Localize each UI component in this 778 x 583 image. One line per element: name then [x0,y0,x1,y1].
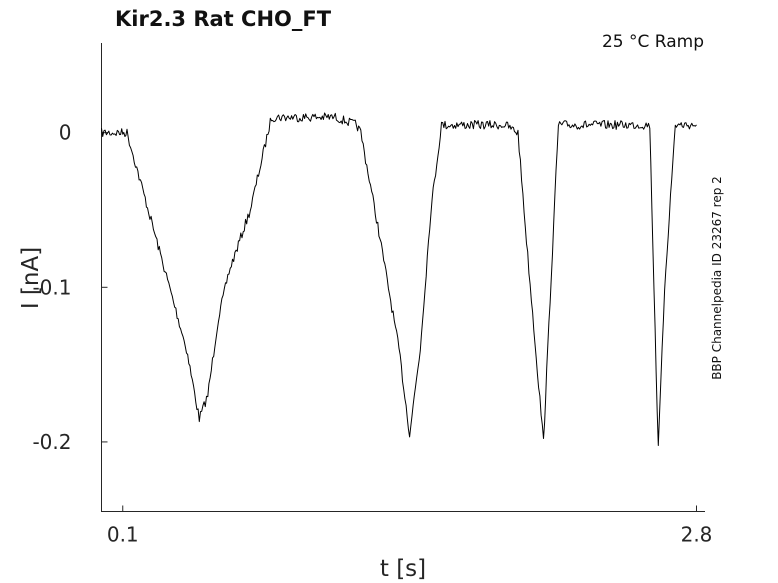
x-tick-label: 0.1 [107,523,139,547]
y-tick-label: -0.2 [32,430,71,454]
plot-area: 0 -0.1 -0.2 0.1 2.8 [32,43,712,547]
condition-label: 25 °C Ramp [602,32,704,52]
current-trace [101,112,697,446]
x-axis-label: t [s] [380,556,426,582]
side-label: BBP Channelpedia ID 23267 rep 2 [710,176,724,380]
y-tick-label: -0.1 [32,275,71,299]
y-tick-label: 0 [59,121,72,145]
x-ticks: 0.1 2.8 [107,505,713,547]
y-axis-label: I [nA] [18,247,44,309]
chart-title: Kir2.3 Rat CHO_FT [115,7,332,31]
x-tick-label: 2.8 [681,523,713,547]
y-ticks: 0 -0.1 -0.2 [32,121,108,454]
